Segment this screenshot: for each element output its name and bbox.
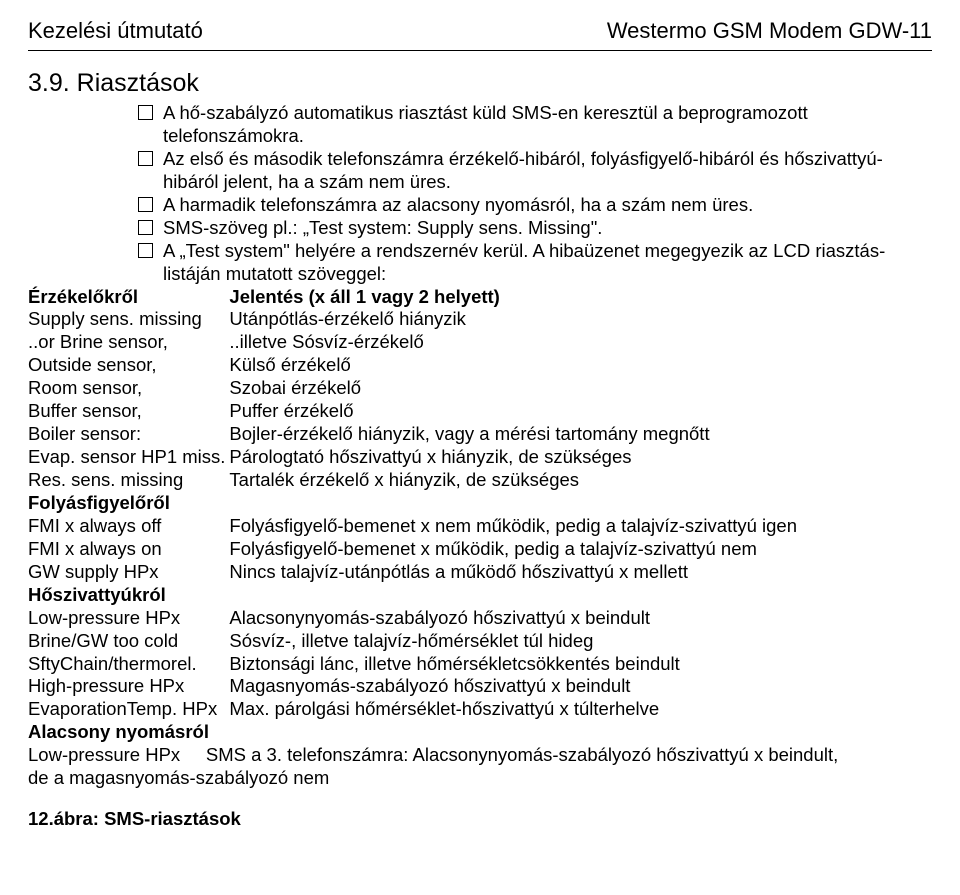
definition-term: ..or Brine sensor, <box>28 331 229 354</box>
header-rule <box>28 50 932 51</box>
definition-desc: Max. párolgási hőmérséklet-hőszivattyú x… <box>229 698 797 721</box>
definition-term: Brine/GW too cold <box>28 630 229 653</box>
bullet-text: A „Test system" helyére a rendszernév ke… <box>163 240 932 286</box>
definition-desc: Biztonsági lánc, illetve hőmérsékletcsök… <box>229 653 797 676</box>
body-content: A hő-szabályzó automatikus riasztást kül… <box>28 102 932 790</box>
bullet-item: A harmadik telefonszámra az alacsony nyo… <box>138 194 932 217</box>
definition-row: Brine/GW too coldSósvíz-, illetve talajv… <box>28 630 797 653</box>
definition-desc: Nincs talajvíz-utánpótlás a működő hőszi… <box>229 561 797 584</box>
bullet-text: A hő-szabályzó automatikus riasztást kül… <box>163 102 932 148</box>
definition-row: EvaporationTemp. HPx Max. párolgási hőmé… <box>28 698 797 721</box>
last-entry-right: SMS a 3. telefonszámra: Alacsonynyomás-s… <box>206 744 838 765</box>
definition-desc: Párologtató hőszivattyú x hiányzik, de s… <box>229 446 797 469</box>
definition-row: FMI x always onFolyásfigyelő-bemenet x m… <box>28 538 797 561</box>
definition-term: SftyChain/thermorel. <box>28 653 229 676</box>
bullet-item: Az első és második telefonszámra érzékel… <box>138 148 932 194</box>
definition-row: Buffer sensor,Puffer érzékelő <box>28 400 797 423</box>
definition-row: Alacsony nyomásról <box>28 721 797 744</box>
definition-term: Alacsony nyomásról <box>28 721 229 744</box>
checkbox-icon <box>138 105 153 120</box>
bullet-item: A „Test system" helyére a rendszernév ke… <box>138 240 932 286</box>
last-entry: Low-pressure HPx SMS a 3. telefonszámra:… <box>28 744 932 767</box>
definition-desc: Külső érzékelő <box>229 354 797 377</box>
bullet-item: SMS-szöveg pl.: „Test system: Supply sen… <box>138 217 932 240</box>
definition-row: ÉrzékelőkrőlJelentés (x áll 1 vagy 2 hel… <box>28 286 797 309</box>
definition-row: Low-pressure HPxAlacsonynyomás-szabályoz… <box>28 607 797 630</box>
definition-desc: Bojler-érzékelő hiányzik, vagy a mérési … <box>229 423 797 446</box>
definition-desc: Folyásfigyelő-bemenet x működik, pedig a… <box>229 538 797 561</box>
definition-term: Evap. sensor HP1 miss. <box>28 446 229 469</box>
page-header: Kezelési útmutató Westermo GSM Modem GDW… <box>28 18 932 44</box>
last-entry-left: Low-pressure HPx <box>28 744 180 765</box>
definition-desc: Puffer érzékelő <box>229 400 797 423</box>
definition-desc: ..illetve Sósvíz-érzékelő <box>229 331 797 354</box>
bullet-text: SMS-szöveg pl.: „Test system: Supply sen… <box>163 217 602 240</box>
definition-term: Res. sens. missing <box>28 469 229 492</box>
definition-row: Supply sens. missingUtánpótlás-érzékelő … <box>28 308 797 331</box>
definition-row: GW supply HPxNincs talajvíz-utánpótlás a… <box>28 561 797 584</box>
definition-row: High-pressure HPxMagasnyomás-szabályozó … <box>28 675 797 698</box>
definition-row: Boiler sensor:Bojler-érzékelő hiányzik, … <box>28 423 797 446</box>
definition-term: EvaporationTemp. HPx <box>28 698 229 721</box>
section-title: 3.9. Riasztások <box>28 69 932 98</box>
definition-term: Room sensor, <box>28 377 229 400</box>
definition-term: GW supply HPx <box>28 561 229 584</box>
definition-desc: Utánpótlás-érzékelő hiányzik <box>229 308 797 331</box>
bullet-list: A hő-szabályzó automatikus riasztást kül… <box>138 102 932 286</box>
definition-row: SftyChain/thermorel.Biztonsági lánc, ill… <box>28 653 797 676</box>
checkbox-icon <box>138 243 153 258</box>
definition-term: Low-pressure HPx <box>28 607 229 630</box>
header-right: Westermo GSM Modem GDW-11 <box>607 18 932 44</box>
definition-desc: Szobai érzékelő <box>229 377 797 400</box>
definition-row: Room sensor,Szobai érzékelő <box>28 377 797 400</box>
definition-term: Folyásfigyelőről <box>28 492 229 515</box>
checkbox-icon <box>138 220 153 235</box>
bullet-item: A hő-szabályzó automatikus riasztást kül… <box>138 102 932 148</box>
definition-desc <box>229 584 797 607</box>
definition-term: High-pressure HPx <box>28 675 229 698</box>
definition-term: Buffer sensor, <box>28 400 229 423</box>
definition-term: Boiler sensor: <box>28 423 229 446</box>
definition-list: ÉrzékelőkrőlJelentés (x áll 1 vagy 2 hel… <box>28 286 797 745</box>
definition-row: Outside sensor,Külső érzékelő <box>28 354 797 377</box>
definition-desc: Sósvíz-, illetve talajvíz-hőmérséklet tú… <box>229 630 797 653</box>
definition-term: Supply sens. missing <box>28 308 229 331</box>
document-page: Kezelési útmutató Westermo GSM Modem GDW… <box>0 0 960 895</box>
definition-desc: Folyásfigyelő-bemenet x nem működik, ped… <box>229 515 797 538</box>
header-left: Kezelési útmutató <box>28 18 203 44</box>
bullet-text: A harmadik telefonszámra az alacsony nyo… <box>163 194 753 217</box>
definition-row: ..or Brine sensor,..illetve Sósvíz-érzék… <box>28 331 797 354</box>
definition-desc: Jelentés (x áll 1 vagy 2 helyett) <box>229 286 797 309</box>
definition-desc <box>229 492 797 515</box>
definition-term: Hőszivattyúkról <box>28 584 229 607</box>
definition-term: Outside sensor, <box>28 354 229 377</box>
definition-row: FMI x always offFolyásfigyelő-bemenet x … <box>28 515 797 538</box>
definition-desc <box>229 721 797 744</box>
definition-row: Evap. sensor HP1 miss.Párologtató hősziv… <box>28 446 797 469</box>
definition-term: FMI x always off <box>28 515 229 538</box>
definition-row: Hőszivattyúkról <box>28 584 797 607</box>
definition-desc: Magasnyomás-szabályozó hőszivattyú x bei… <box>229 675 797 698</box>
definition-term: Érzékelőkről <box>28 286 229 309</box>
definition-desc: Tartalék érzékelő x hiányzik, de szükség… <box>229 469 797 492</box>
checkbox-icon <box>138 151 153 166</box>
definition-row: Res. sens. missingTartalék érzékelő x hi… <box>28 469 797 492</box>
figure-caption: 12.ábra: SMS-riasztások <box>28 808 932 830</box>
last-entry-tail: de a magasnyomás-szabályozó nem <box>28 767 932 790</box>
bullet-text: Az első és második telefonszámra érzékel… <box>163 148 932 194</box>
definition-row: Folyásfigyelőről <box>28 492 797 515</box>
checkbox-icon <box>138 197 153 212</box>
definition-term: FMI x always on <box>28 538 229 561</box>
definition-desc: Alacsonynyomás-szabályozó hőszivattyú x … <box>229 607 797 630</box>
